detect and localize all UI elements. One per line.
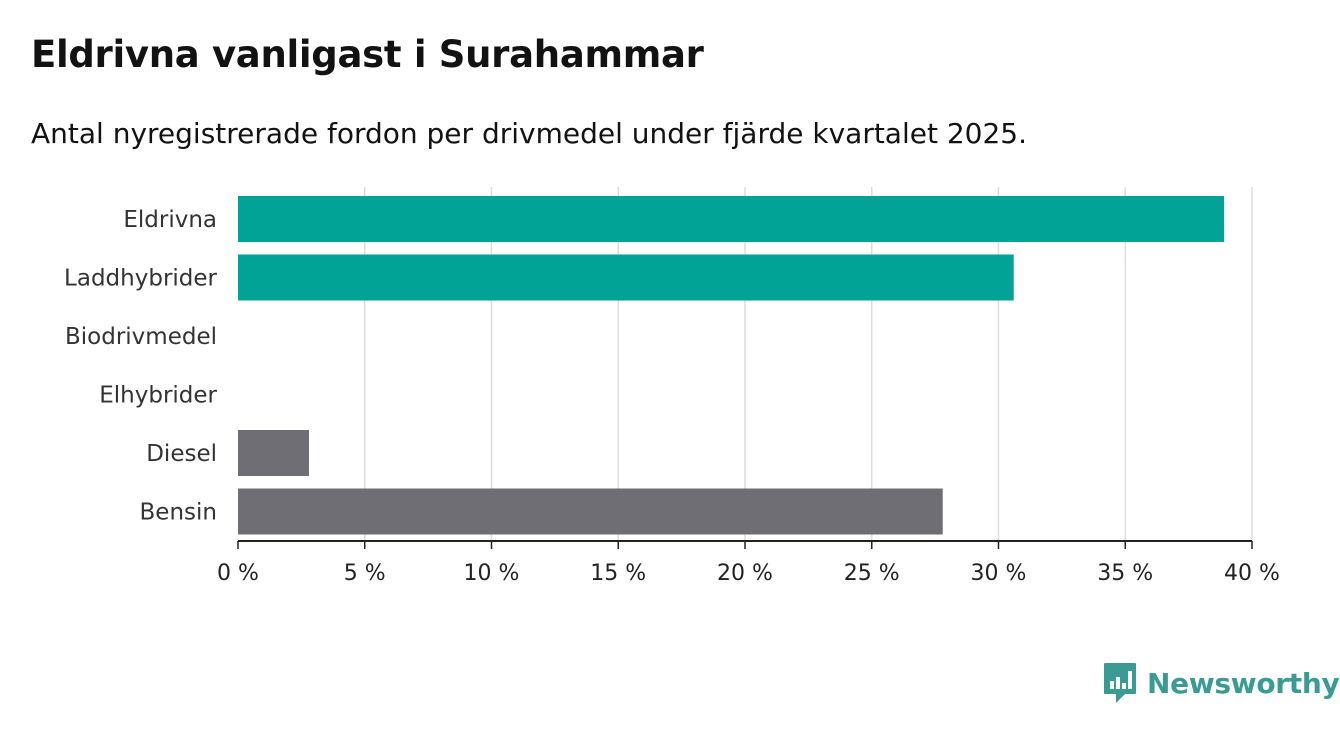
category-label: Bensin xyxy=(140,500,217,526)
bar-diesel xyxy=(238,430,309,476)
bar-laddhybrider xyxy=(238,254,1014,301)
category-labels: Eldrivna Laddhybrider Biodrivmedel Elhybrid… xyxy=(64,207,217,526)
x-tick-label: 30 % xyxy=(971,561,1027,586)
newsworthy-brand: Newsworthy xyxy=(1103,662,1340,704)
brand-name: Newsworthy xyxy=(1147,666,1340,700)
category-label: Laddhybrider xyxy=(64,266,217,292)
x-tick-label: 0 % xyxy=(217,561,259,586)
newsworthy-logo-icon xyxy=(1104,663,1136,703)
x-tick-label: 40 % xyxy=(1224,561,1280,586)
category-label: Biodrivmedel xyxy=(65,324,217,350)
bar-eldrivna xyxy=(238,196,1225,242)
bars xyxy=(238,196,1225,535)
category-label: Elhybrider xyxy=(99,383,217,409)
chart-title: Eldrivna vanligast i Surahammar xyxy=(31,33,704,76)
gridlines xyxy=(364,187,1253,541)
x-tick-label: 35 % xyxy=(1097,561,1153,586)
x-axis: 0 % 5 % 10 % 15 % 20 % 25 % 30 % 35 % 40 % xyxy=(217,540,1280,586)
x-tick-label: 10 % xyxy=(464,561,520,586)
x-tick-label: 25 % xyxy=(844,561,900,586)
category-label: Eldrivna xyxy=(123,207,217,233)
x-tick-label: 15 % xyxy=(590,561,646,586)
chart-subtitle: Antal nyregistrerade fordon per drivmede… xyxy=(31,117,1028,150)
x-tick-label: 5 % xyxy=(344,561,386,586)
bar-bensin xyxy=(238,488,943,535)
category-label: Diesel xyxy=(146,441,217,467)
x-tick-label: 20 % xyxy=(717,561,773,586)
